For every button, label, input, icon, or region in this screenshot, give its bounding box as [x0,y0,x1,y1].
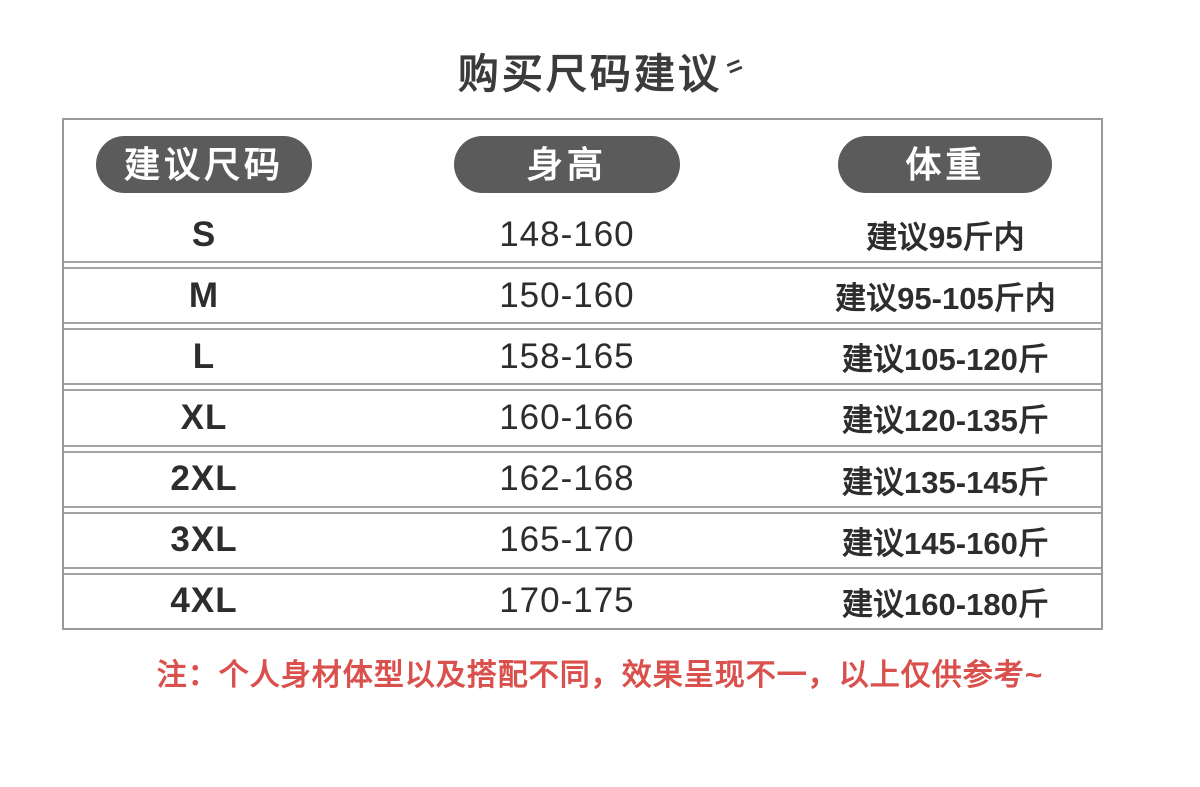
row-separator [64,322,1101,331]
header-pill-height: 身高 [453,135,680,193]
height-cell: 165-170 [499,520,635,560]
weight-cell: 建议95-105斤内 [835,281,1056,317]
height-cell: 160-166 [499,397,635,437]
header-cell-height: 身高 [344,120,790,208]
header-cell-weight: 体重 [790,120,1101,208]
size-cell: M [188,275,220,315]
height-cell: 170-175 [499,581,635,621]
table-header-row: 建议尺码 身高 体重 [64,120,1101,208]
table-row: XL 160-166 建议120-135斤 [64,391,1101,444]
row-separator [64,566,1101,575]
row-separator [64,261,1101,270]
height-cell: 158-165 [499,336,635,376]
table-row: L 158-165 建议105-120斤 [64,330,1101,383]
height-cell: 150-160 [499,275,635,315]
weight-cell: 建议145-160斤 [842,525,1049,561]
page-title-text: 购买尺码建议 [457,51,722,97]
header-pill-weight: 体重 [838,135,1053,193]
row-separator [64,444,1101,453]
height-cell: 162-168 [499,459,635,499]
size-table: 建议尺码 身高 体重 S 148-160 建议95斤内 M 150-160 建议… [62,118,1103,630]
weight-cell: 建议120-135斤 [842,403,1049,439]
height-cell: 148-160 [499,214,635,254]
size-cell: L [192,336,216,376]
title-accent-mark: = [721,49,747,83]
size-cell: S [191,214,217,254]
weight-cell: 建议135-145斤 [842,464,1049,500]
size-cell: 4XL [170,581,238,621]
weight-cell: 建议105-120斤 [842,342,1049,378]
weight-cell: 建议160-180斤 [842,586,1049,622]
table-row: S 148-160 建议95斤内 [64,208,1101,261]
disclaimer-note: 注：个人身材体型以及搭配不同，效果呈现不一，以上仅供参考~ [156,659,1044,692]
row-separator [64,505,1101,514]
page-title: 购买尺码建议= [0,40,1200,100]
header-pill-size: 建议尺码 [95,135,312,193]
table-row: M 150-160 建议95-105斤内 [64,269,1101,322]
weight-cell: 建议95斤内 [866,220,1025,256]
table-row: 3XL 165-170 建议145-160斤 [64,514,1101,567]
table-row: 4XL 170-175 建议160-180斤 [64,575,1101,628]
size-cell: XL [180,397,228,437]
header-cell-size: 建议尺码 [64,120,344,208]
table-row: 2XL 162-168 建议135-145斤 [64,453,1101,506]
size-cell: 3XL [170,520,238,560]
size-cell: 2XL [170,459,238,499]
row-separator [64,383,1101,392]
